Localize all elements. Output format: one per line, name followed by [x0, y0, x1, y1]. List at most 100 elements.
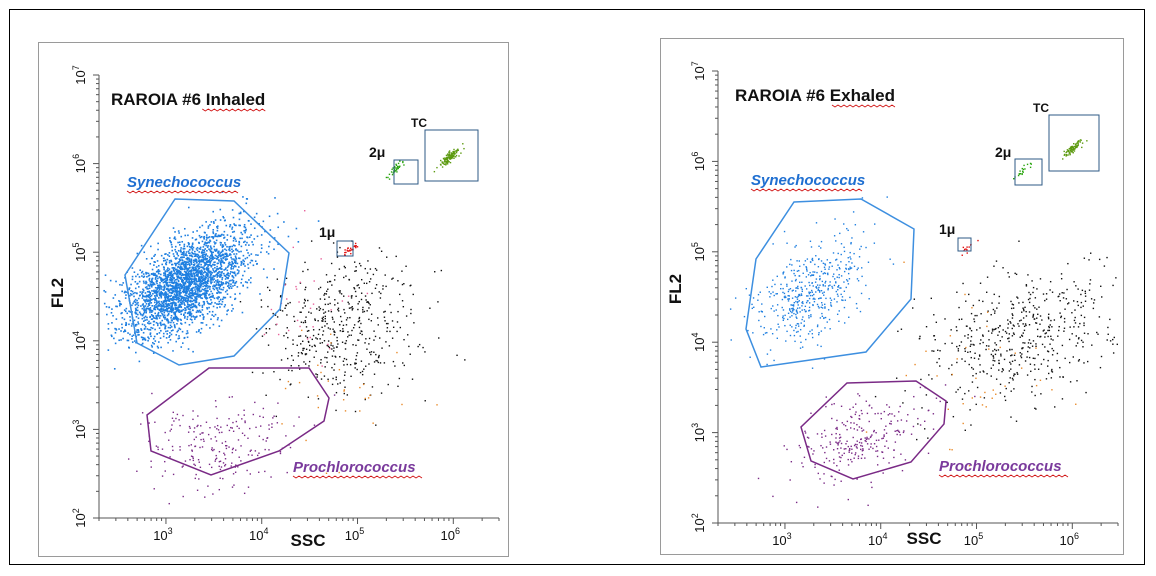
- data-point: [228, 418, 230, 420]
- data-point: [305, 335, 307, 337]
- data-point: [436, 404, 438, 406]
- data-point: [170, 272, 172, 275]
- data-point: [218, 286, 220, 289]
- data-point: [212, 287, 215, 290]
- data-point: [218, 275, 220, 277]
- data-point: [191, 289, 193, 292]
- data-point: [216, 226, 218, 228]
- data-point: [791, 315, 793, 317]
- data-point: [154, 421, 156, 423]
- data-point: [1075, 144, 1077, 146]
- data-point: [796, 260, 798, 262]
- data-point: [238, 456, 240, 458]
- data-point: [304, 320, 306, 322]
- data-point: [157, 248, 159, 251]
- data-point: [233, 266, 235, 268]
- data-point: [219, 262, 222, 265]
- data-point: [821, 280, 824, 283]
- data-point: [235, 253, 238, 255]
- data-point: [150, 294, 153, 297]
- data-point: [766, 286, 768, 289]
- data-point: [260, 251, 262, 254]
- data-point: [173, 302, 176, 304]
- data-point: [231, 271, 234, 274]
- data-point: [990, 367, 992, 369]
- data-point: [180, 346, 183, 348]
- data-point: [232, 447, 234, 450]
- data-point: [201, 256, 203, 259]
- data-point: [212, 305, 215, 308]
- data-point: [170, 274, 173, 277]
- data-point: [801, 309, 803, 311]
- data-point: [215, 274, 218, 276]
- data-point: [1044, 299, 1046, 302]
- data-point: [158, 287, 161, 289]
- data-point: [935, 397, 938, 399]
- data-point: [111, 308, 113, 310]
- data-point: [164, 303, 167, 305]
- data-point: [444, 160, 446, 162]
- data-point: [862, 231, 865, 233]
- data-point: [817, 258, 820, 261]
- data-point: [336, 339, 338, 342]
- data-point: [170, 284, 172, 287]
- data-point: [453, 155, 455, 158]
- data-point: [824, 285, 826, 287]
- data-point: [452, 151, 454, 153]
- data-point: [214, 458, 217, 461]
- data-point: [207, 269, 209, 272]
- data-point: [157, 446, 159, 448]
- data-point: [162, 304, 165, 307]
- data-point: [848, 260, 850, 263]
- data-point: [165, 310, 167, 312]
- data-point: [179, 259, 181, 262]
- data-point: [210, 247, 213, 250]
- data-point: [228, 284, 230, 286]
- data-point: [1024, 342, 1026, 344]
- data-point: [141, 317, 144, 320]
- data-point: [143, 337, 146, 340]
- data-point: [244, 265, 246, 267]
- data-point: [156, 291, 159, 294]
- data-point: [146, 322, 149, 324]
- data-point: [192, 410, 194, 412]
- data-point: [1063, 154, 1066, 156]
- data-point: [273, 371, 275, 373]
- data-point: [214, 313, 217, 316]
- data-point: [773, 310, 775, 312]
- data-point: [183, 317, 186, 319]
- data-point: [897, 330, 899, 333]
- data-point: [187, 289, 190, 291]
- data-point: [807, 300, 809, 302]
- data-point: [1002, 267, 1004, 269]
- data-point: [453, 151, 455, 153]
- data-point: [344, 266, 346, 269]
- data-point: [811, 289, 813, 292]
- data-point: [164, 297, 167, 299]
- y-axis-label: FL2: [666, 274, 685, 304]
- data-point: [163, 311, 166, 314]
- data-point: [182, 287, 185, 289]
- data-point: [864, 437, 866, 439]
- data-point: [156, 324, 159, 327]
- data-point: [808, 281, 810, 284]
- data-point: [150, 283, 153, 286]
- data-point: [203, 236, 205, 239]
- data-point: [464, 359, 466, 361]
- data-point: [166, 299, 169, 302]
- data-point: [145, 296, 148, 298]
- data-point: [220, 259, 222, 262]
- data-point: [809, 261, 812, 263]
- data-point: [839, 436, 842, 439]
- data-point: [230, 287, 233, 289]
- data-point: [797, 287, 799, 290]
- data-point: [876, 455, 879, 458]
- data-point: [1072, 147, 1074, 149]
- data-point: [846, 440, 848, 442]
- data-point: [436, 166, 438, 169]
- data-point: [786, 283, 788, 286]
- data-point: [987, 330, 990, 332]
- data-point: [354, 362, 356, 364]
- data-point: [131, 338, 133, 340]
- data-point: [960, 341, 963, 343]
